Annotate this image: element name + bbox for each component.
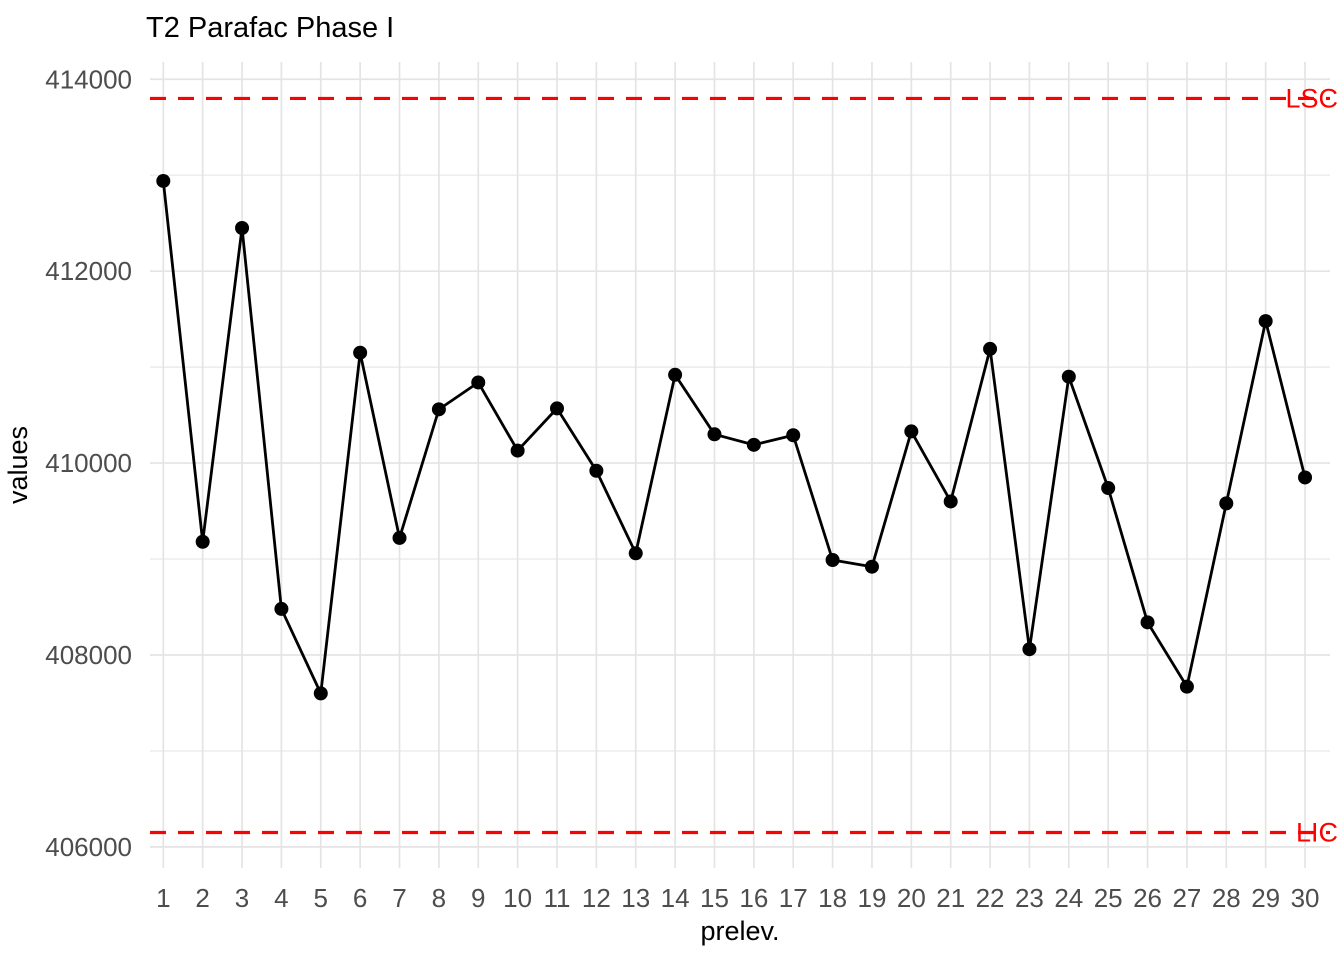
x-tick-label: 29 <box>1251 883 1280 913</box>
y-tick-label: 408000 <box>45 640 132 670</box>
x-tick-label: 11 <box>544 883 571 913</box>
data-point <box>1179 679 1194 694</box>
x-tick-label: 13 <box>621 883 650 913</box>
x-tick-label: 28 <box>1212 883 1241 913</box>
chart-title: T2 Parafac Phase I <box>146 12 394 44</box>
series-line <box>161 180 1307 695</box>
x-tick-label: 4 <box>274 883 288 913</box>
x-tick-label: 23 <box>1015 883 1044 913</box>
data-point <box>668 367 683 382</box>
data-point <box>1022 642 1037 657</box>
x-tick-label: 15 <box>700 883 729 913</box>
x-tick-label: 19 <box>857 883 886 913</box>
data-point <box>274 601 289 616</box>
data-point <box>943 494 958 509</box>
data-point <box>195 534 210 549</box>
data-point <box>235 220 250 235</box>
x-tick-label: 10 <box>503 883 532 913</box>
x-tick-label: 21 <box>936 883 965 913</box>
control-limit-labels: LSC LIC <box>1285 83 1338 847</box>
x-tick-label: 3 <box>235 883 249 913</box>
x-tick-label: 24 <box>1054 883 1083 913</box>
x-axis-title: prelev. <box>700 916 779 946</box>
x-tick-label: 14 <box>661 883 690 913</box>
data-point <box>983 341 998 356</box>
x-tick-label: 12 <box>582 883 611 913</box>
data-point <box>904 424 919 439</box>
lcl-label: LIC <box>1296 817 1338 847</box>
data-point <box>1258 314 1273 329</box>
y-tick-label: 406000 <box>45 832 132 862</box>
y-tick-label: 412000 <box>45 256 132 286</box>
data-point <box>156 173 171 188</box>
data-point <box>1219 496 1234 511</box>
x-tick-label: 17 <box>779 883 808 913</box>
x-tick-label: 9 <box>471 883 485 913</box>
x-tick-label: 7 <box>392 883 406 913</box>
y-axis-title: values <box>3 426 33 504</box>
data-point <box>1061 369 1076 384</box>
data-point <box>746 437 761 452</box>
x-tick-label: 20 <box>897 883 926 913</box>
x-tick-label: 2 <box>195 883 209 913</box>
data-point <box>589 463 604 478</box>
data-point <box>825 552 840 567</box>
data-point <box>864 559 879 574</box>
x-tick-label: 18 <box>818 883 847 913</box>
x-tick-label: 25 <box>1094 883 1123 913</box>
data-point <box>628 546 643 561</box>
x-tick-label: 16 <box>739 883 768 913</box>
x-tick-label: 8 <box>432 883 446 913</box>
y-tick-label: 410000 <box>45 448 132 478</box>
data-point <box>313 686 328 701</box>
data-point <box>1140 615 1155 630</box>
control-limit-lines <box>150 96 1330 835</box>
data-point <box>431 402 446 417</box>
data-point <box>550 401 564 416</box>
x-tick-label: 6 <box>353 883 367 913</box>
ucl-label: LSC <box>1285 83 1338 113</box>
data-point <box>353 345 368 360</box>
x-tick-label: 5 <box>314 883 328 913</box>
x-tick-label: 30 <box>1291 883 1320 913</box>
x-tick-label: 22 <box>976 883 1005 913</box>
y-tick-label: 414000 <box>45 64 132 94</box>
x-tick-label: 26 <box>1133 883 1162 913</box>
data-series <box>156 173 1313 701</box>
data-point <box>707 427 722 442</box>
data-point <box>471 375 486 390</box>
x-tick-label: 27 <box>1172 883 1201 913</box>
data-point <box>392 530 407 545</box>
data-point <box>1101 481 1116 496</box>
data-point <box>786 428 801 443</box>
data-point <box>1298 470 1313 485</box>
data-point <box>510 443 525 458</box>
x-tick-label: 1 <box>156 883 170 913</box>
gridlines <box>150 62 1330 868</box>
